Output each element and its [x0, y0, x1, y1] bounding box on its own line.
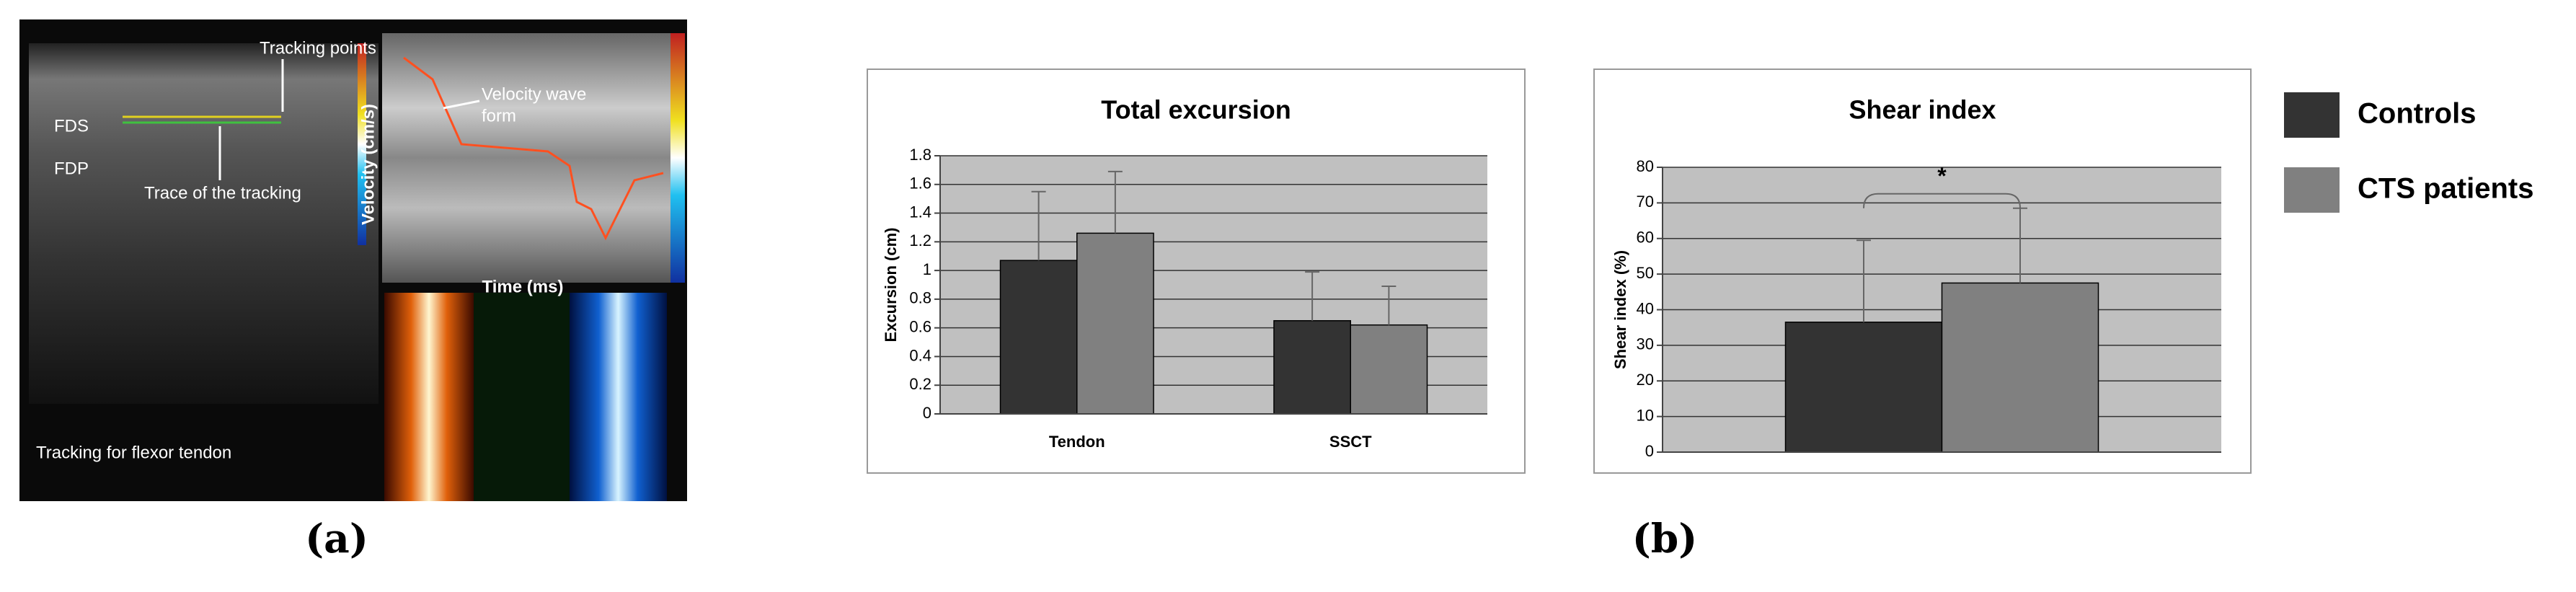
legend-label: CTS patients	[2358, 173, 2533, 205]
panel-caption: (a)	[305, 515, 368, 562]
y-tick-label: 0.2	[909, 375, 931, 393]
label: Tracking points	[260, 38, 376, 58]
label: Trace of the tracking	[144, 183, 301, 203]
legend-swatch	[2284, 167, 2340, 213]
bar	[1941, 282, 2099, 453]
panel-caption: (b)	[1632, 515, 1698, 562]
y-tick-label: 0.8	[909, 289, 931, 307]
arrow	[443, 100, 480, 110]
annotation: *	[1937, 163, 1947, 189]
y-tick-label: 0	[923, 404, 931, 422]
bar	[1350, 324, 1428, 415]
y-axis-label: Shear index (%)	[1611, 250, 1629, 369]
y-tick-label: 0.6	[909, 317, 931, 335]
y-tick-label: 30	[1637, 335, 1654, 353]
bar	[999, 260, 1078, 415]
ultrasound-image	[29, 43, 379, 404]
color-strip	[474, 293, 570, 501]
y-tick-label: 20	[1637, 371, 1654, 389]
y-tick-label: 60	[1637, 229, 1654, 247]
legend-label: Controls	[2358, 98, 2476, 130]
y-tick-label: 50	[1637, 264, 1654, 282]
label: FDS	[54, 116, 89, 136]
y-tick-label: 40	[1637, 299, 1654, 317]
velocity-image	[382, 33, 670, 283]
ultrasound-panel: Tracking points FDS FDP Trace of the tra…	[19, 19, 687, 501]
bar	[1273, 319, 1351, 415]
y-tick-label: 0.4	[909, 346, 931, 364]
label: form	[482, 106, 516, 125]
y-tick-label: 1.8	[909, 146, 931, 164]
chart-title: Total excursion	[1101, 95, 1291, 125]
x-tick-label: Tendon	[1049, 433, 1105, 451]
y-axis-label: Excursion (cm)	[882, 228, 900, 343]
color-strip	[384, 293, 474, 501]
legend-swatch	[2284, 92, 2340, 138]
bar	[1076, 232, 1154, 415]
y-tick-label: 0	[1645, 442, 1654, 460]
label: FDP	[54, 159, 89, 178]
color-bar	[670, 33, 685, 283]
color-strip	[570, 293, 667, 501]
y-tick-label: 1.4	[909, 203, 931, 221]
y-tick-label: 1	[923, 260, 931, 278]
y-tick-label: 1.6	[909, 174, 931, 193]
axis-label: Velocity (cm/s)	[358, 104, 378, 225]
y-tick-label: 80	[1637, 157, 1654, 175]
y-tick-label: 70	[1637, 193, 1654, 211]
image-caption: Tracking for flexor tendon	[36, 443, 231, 462]
bar	[1784, 322, 1943, 453]
color-bar	[358, 43, 366, 245]
label: Velocity wave	[482, 84, 586, 104]
chart-title: Shear index	[1849, 95, 1996, 125]
x-tick-label: SSCT	[1329, 433, 1372, 451]
y-tick-label: 1.2	[909, 231, 931, 249]
significance-bracket	[1863, 193, 2021, 208]
axis-label: Time (ms)	[482, 277, 564, 296]
velocity-trace	[403, 56, 664, 241]
y-tick-label: 10	[1637, 406, 1654, 424]
